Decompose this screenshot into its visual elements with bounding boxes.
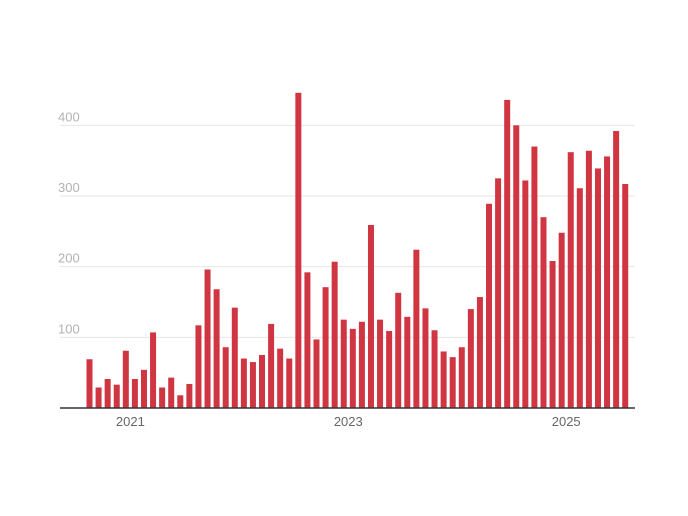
bar-2020-09 [86,359,93,408]
bar-2025-08 [622,183,629,408]
bar-2024-09 [522,180,529,408]
y-tick-label: 400 [58,109,80,124]
bar-2025-01 [558,232,565,408]
x-tick-label: 2025 [552,414,581,429]
bar-2023-07 [395,292,402,408]
bar-2021-11 [213,289,220,408]
bar-2022-08 [295,92,302,409]
bar-2023-10 [422,308,429,408]
bar-2025-05 [594,168,601,408]
bar-2025-06 [604,156,611,408]
bar-2023-08 [404,316,411,408]
y-tick-label: 200 [58,251,80,266]
bar-2024-04 [476,297,483,408]
x-tick-label: 2023 [334,414,363,429]
bar-2023-02 [349,328,356,408]
bar-2021-09 [195,325,202,408]
bar-2022-02 [240,358,247,408]
bar-2021-10 [204,269,211,408]
bar-2022-03 [249,362,256,408]
bar-2024-01 [449,357,456,408]
bar-2024-05 [486,203,493,408]
bar-2022-07 [286,358,293,408]
bar-2023-05 [377,319,384,408]
bar-2021-03 [140,369,147,408]
bar-2024-11 [540,217,547,408]
bar-2021-01 [122,350,129,408]
y-axis-ticks: 100 200 300 400 [58,109,80,336]
y-tick-label: 100 [58,321,80,336]
bar-2021-05 [159,387,166,408]
y-tick-label: 300 [58,180,80,195]
bar-2021-06 [168,377,175,408]
x-axis-ticks: 2021 2023 2025 [116,414,581,429]
bar-2022-01 [231,307,238,408]
bar-2024-10 [531,146,538,409]
bar-2025-03 [576,188,583,408]
bar-2020-12 [113,384,120,408]
bar-2024-07 [504,99,511,408]
bar-2022-04 [259,355,266,408]
bar-2024-06 [495,178,502,408]
bar-2023-03 [358,321,365,408]
bar-2023-12 [440,351,447,408]
gridlines [60,124,635,338]
bar-2023-01 [340,319,347,408]
bar-2023-09 [413,249,420,408]
bar-2022-05 [268,323,275,408]
bar-2025-07 [613,130,620,408]
bar-2022-09 [304,272,311,408]
bar-2022-11 [322,287,329,408]
x-tick-label: 2021 [116,414,145,429]
bar-2022-12 [331,261,338,408]
bar-2020-11 [104,379,111,408]
bar-2025-02 [567,152,574,408]
bar-2023-04 [367,224,374,408]
bar-2021-12 [222,347,229,408]
bar-2021-02 [131,379,138,408]
bar-2022-06 [277,348,284,408]
bar-2020-10 [95,387,102,408]
bar-2023-11 [431,330,438,408]
bar-2025-04 [585,150,592,409]
bar-2021-08 [186,383,193,408]
bar-2024-08 [513,125,520,408]
bar-2024-03 [467,309,474,408]
bar-2023-06 [386,330,393,408]
bar-2024-02 [458,347,465,408]
bars [86,92,629,409]
bar-2021-04 [150,332,157,408]
bar-2022-10 [313,339,320,408]
bar-2021-07 [177,395,184,408]
bar-2024-12 [549,261,556,408]
